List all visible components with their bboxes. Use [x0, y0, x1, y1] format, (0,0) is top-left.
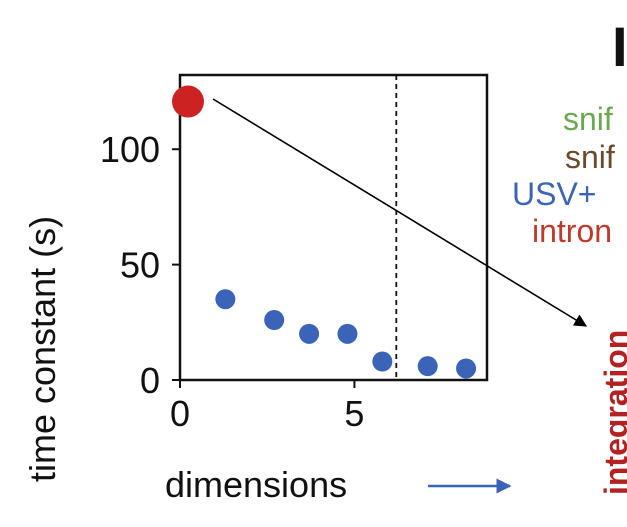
data-point: [264, 310, 285, 330]
y-axis-title: time constant (s): [22, 216, 63, 482]
legend-entry: snif: [563, 101, 613, 137]
y-tick-label: 0: [140, 360, 160, 401]
data-point: [299, 323, 320, 344]
x-tick-label: 0: [170, 393, 190, 434]
legend-entry: intron: [532, 213, 612, 249]
data-points: [172, 85, 477, 379]
x-axis-title: dimensions: [165, 464, 347, 505]
data-point: [417, 356, 438, 377]
y-tick-label: 100: [100, 129, 160, 170]
legend-entry: USV+: [512, 176, 596, 212]
data-point: [337, 323, 358, 344]
legend-entry: snif: [565, 139, 615, 175]
y-tick-label: 50: [120, 245, 160, 286]
data-point: [372, 351, 393, 372]
panel-letter: I: [612, 15, 627, 78]
y-ticks: 0 50 100: [100, 129, 180, 401]
x-tick-label: 5: [344, 393, 364, 434]
side-label-integration: integration: [598, 330, 627, 495]
trend-arrow: [212, 98, 588, 327]
plot-frame: [178, 73, 489, 382]
highlight-data-point: [172, 85, 204, 118]
data-point: [456, 358, 477, 379]
data-point: [215, 289, 236, 310]
